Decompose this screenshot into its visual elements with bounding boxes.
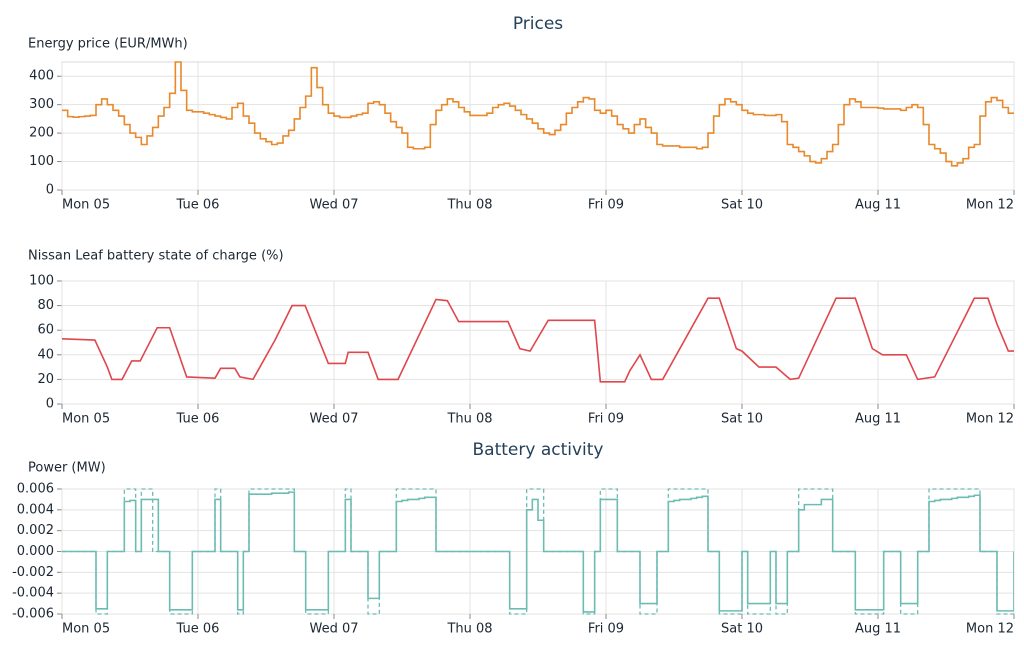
y-tick-label: 100 bbox=[29, 274, 54, 289]
x-tick-label: Mon 12 bbox=[966, 198, 1014, 213]
data-line bbox=[62, 297, 1014, 383]
y-tick-label: -0.002 bbox=[12, 565, 54, 580]
x-tick-label: Fri 09 bbox=[588, 198, 624, 213]
x-tick-label: Mon 12 bbox=[966, 412, 1014, 427]
y-tick-label: 0.002 bbox=[17, 523, 54, 538]
y-tick-label: 60 bbox=[37, 323, 54, 338]
y-tick-label: -0.004 bbox=[12, 586, 54, 601]
chart-title: Battery activity bbox=[473, 440, 604, 460]
y-tick-label: 400 bbox=[29, 69, 54, 84]
x-tick-label: Fri 09 bbox=[588, 412, 624, 427]
x-tick-label: Thu 08 bbox=[446, 412, 492, 427]
x-tick-label: Sat 10 bbox=[721, 412, 763, 427]
x-tick-label: Thu 08 bbox=[446, 198, 492, 213]
x-tick-label: Wed 07 bbox=[309, 622, 358, 637]
y-tick-label: -0.006 bbox=[12, 607, 54, 622]
x-tick-label: Tue 06 bbox=[176, 412, 220, 427]
x-tick-label: Mon 05 bbox=[62, 622, 110, 637]
x-tick-label: Aug 11 bbox=[855, 198, 901, 213]
axis-label: Power (MW) bbox=[28, 461, 106, 476]
x-tick-label: Tue 06 bbox=[176, 198, 220, 213]
y-tick-label: 200 bbox=[29, 126, 54, 141]
y-tick-label: 100 bbox=[29, 154, 54, 169]
y-tick-label: 0.000 bbox=[17, 544, 54, 559]
y-tick-label: 80 bbox=[37, 298, 54, 313]
x-tick-label: Tue 06 bbox=[176, 622, 220, 637]
y-tick-label: 0.004 bbox=[17, 502, 54, 517]
data-line bbox=[62, 61, 1014, 167]
x-tick-label: Thu 08 bbox=[446, 622, 492, 637]
x-tick-label: Sat 10 bbox=[721, 198, 763, 213]
y-tick-label: 40 bbox=[37, 347, 54, 362]
x-tick-label: Fri 09 bbox=[588, 622, 624, 637]
x-tick-label: Sat 10 bbox=[721, 622, 763, 637]
data-line bbox=[62, 488, 1014, 615]
x-tick-label: Mon 05 bbox=[62, 412, 110, 427]
y-tick-label: 300 bbox=[29, 97, 54, 112]
x-tick-label: Mon 12 bbox=[966, 622, 1014, 637]
y-tick-label: 0 bbox=[46, 397, 54, 412]
axis-label: Nissan Leaf battery state of charge (%) bbox=[28, 249, 284, 264]
x-tick-label: Wed 07 bbox=[309, 198, 358, 213]
y-tick-label: 0 bbox=[46, 183, 54, 198]
axis-label: Energy price (EUR/MWh) bbox=[28, 37, 188, 52]
chart-title: Prices bbox=[513, 14, 563, 34]
x-tick-label: Mon 05 bbox=[62, 198, 110, 213]
x-tick-label: Aug 11 bbox=[855, 622, 901, 637]
x-tick-label: Wed 07 bbox=[309, 412, 358, 427]
y-tick-label: 0.006 bbox=[17, 482, 54, 497]
y-tick-label: 20 bbox=[37, 372, 54, 387]
x-tick-label: Aug 11 bbox=[855, 412, 901, 427]
plot-frame bbox=[61, 280, 1015, 405]
